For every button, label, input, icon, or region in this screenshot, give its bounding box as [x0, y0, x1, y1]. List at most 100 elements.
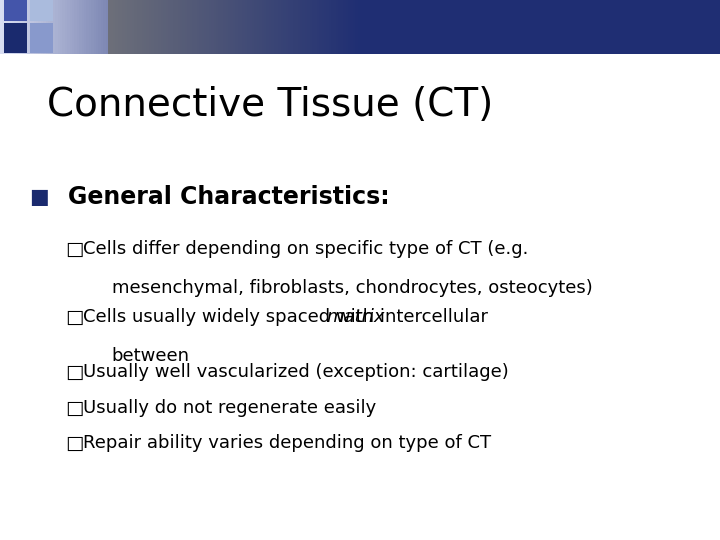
Bar [473, 0, 475, 54]
Bar [715, 0, 718, 54]
Bar [171, 0, 173, 54]
Bar [180, 0, 182, 54]
Bar [665, 0, 667, 54]
Bar [413, 0, 415, 54]
Bar [492, 0, 495, 54]
Bar [338, 0, 341, 54]
Bar [610, 0, 612, 54]
Bar [4, 23, 27, 52]
Bar [495, 0, 497, 54]
Bar [614, 0, 617, 54]
Bar [58, 0, 60, 54]
Bar [535, 0, 538, 54]
Bar [324, 0, 326, 54]
Bar [178, 0, 180, 54]
Bar [675, 0, 677, 54]
Bar [288, 0, 290, 54]
Bar [379, 0, 382, 54]
Bar [526, 0, 528, 54]
Bar [202, 0, 204, 54]
Bar [290, 0, 293, 54]
Bar [259, 0, 261, 54]
Bar [696, 0, 698, 54]
Text: Connective Tissue (CT): Connective Tissue (CT) [47, 86, 493, 124]
Bar [420, 0, 423, 54]
Bar [24, 0, 27, 54]
Bar [108, 0, 110, 54]
Bar [377, 0, 379, 54]
Bar [636, 0, 639, 54]
Bar [461, 0, 463, 54]
Bar [396, 0, 398, 54]
Bar [567, 0, 569, 54]
Bar [593, 0, 595, 54]
Text: ■: ■ [29, 187, 48, 207]
Bar [621, 0, 624, 54]
Bar [77, 0, 79, 54]
Bar [653, 0, 655, 54]
Bar [135, 0, 137, 54]
Bar [511, 0, 513, 54]
Bar [293, 0, 295, 54]
Bar [235, 0, 238, 54]
Bar [127, 0, 130, 54]
Bar [305, 0, 307, 54]
Bar [528, 0, 531, 54]
Bar [391, 0, 394, 54]
Bar [485, 0, 487, 54]
Bar [84, 0, 86, 54]
Bar [343, 0, 346, 54]
Bar [569, 0, 571, 54]
Bar [521, 0, 523, 54]
Bar [209, 0, 211, 54]
Bar [192, 0, 194, 54]
Bar [475, 0, 477, 54]
Bar [595, 0, 598, 54]
Bar [684, 0, 686, 54]
Bar [4, 0, 27, 22]
Bar [315, 0, 317, 54]
Bar [434, 0, 437, 54]
Bar [139, 0, 142, 54]
Bar [410, 0, 413, 54]
Bar [103, 0, 106, 54]
Bar [67, 0, 70, 54]
Bar [430, 0, 432, 54]
Bar [677, 0, 679, 54]
Bar [240, 0, 243, 54]
Bar [542, 0, 545, 54]
Bar [276, 0, 279, 54]
Bar [163, 0, 166, 54]
Bar [643, 0, 646, 54]
Bar [564, 0, 567, 54]
Bar [89, 0, 91, 54]
Bar [598, 0, 600, 54]
Bar [506, 0, 509, 54]
Bar [540, 0, 542, 54]
Bar [398, 0, 401, 54]
Bar [449, 0, 451, 54]
Bar [603, 0, 605, 54]
Bar [45, 0, 48, 54]
Bar [137, 0, 139, 54]
Bar [531, 0, 533, 54]
Bar [271, 0, 274, 54]
Bar [437, 0, 439, 54]
Bar [588, 0, 590, 54]
Bar [626, 0, 629, 54]
Bar [48, 0, 50, 54]
Bar [358, 0, 360, 54]
Bar [384, 0, 387, 54]
Bar [463, 0, 466, 54]
Bar [7, 0, 9, 54]
Bar [578, 0, 581, 54]
Bar [439, 0, 441, 54]
Bar [545, 0, 547, 54]
Bar [693, 0, 696, 54]
Bar [0, 0, 2, 54]
Bar [466, 0, 468, 54]
Bar [401, 0, 403, 54]
Bar [216, 0, 218, 54]
Bar [245, 0, 247, 54]
Bar [74, 0, 77, 54]
